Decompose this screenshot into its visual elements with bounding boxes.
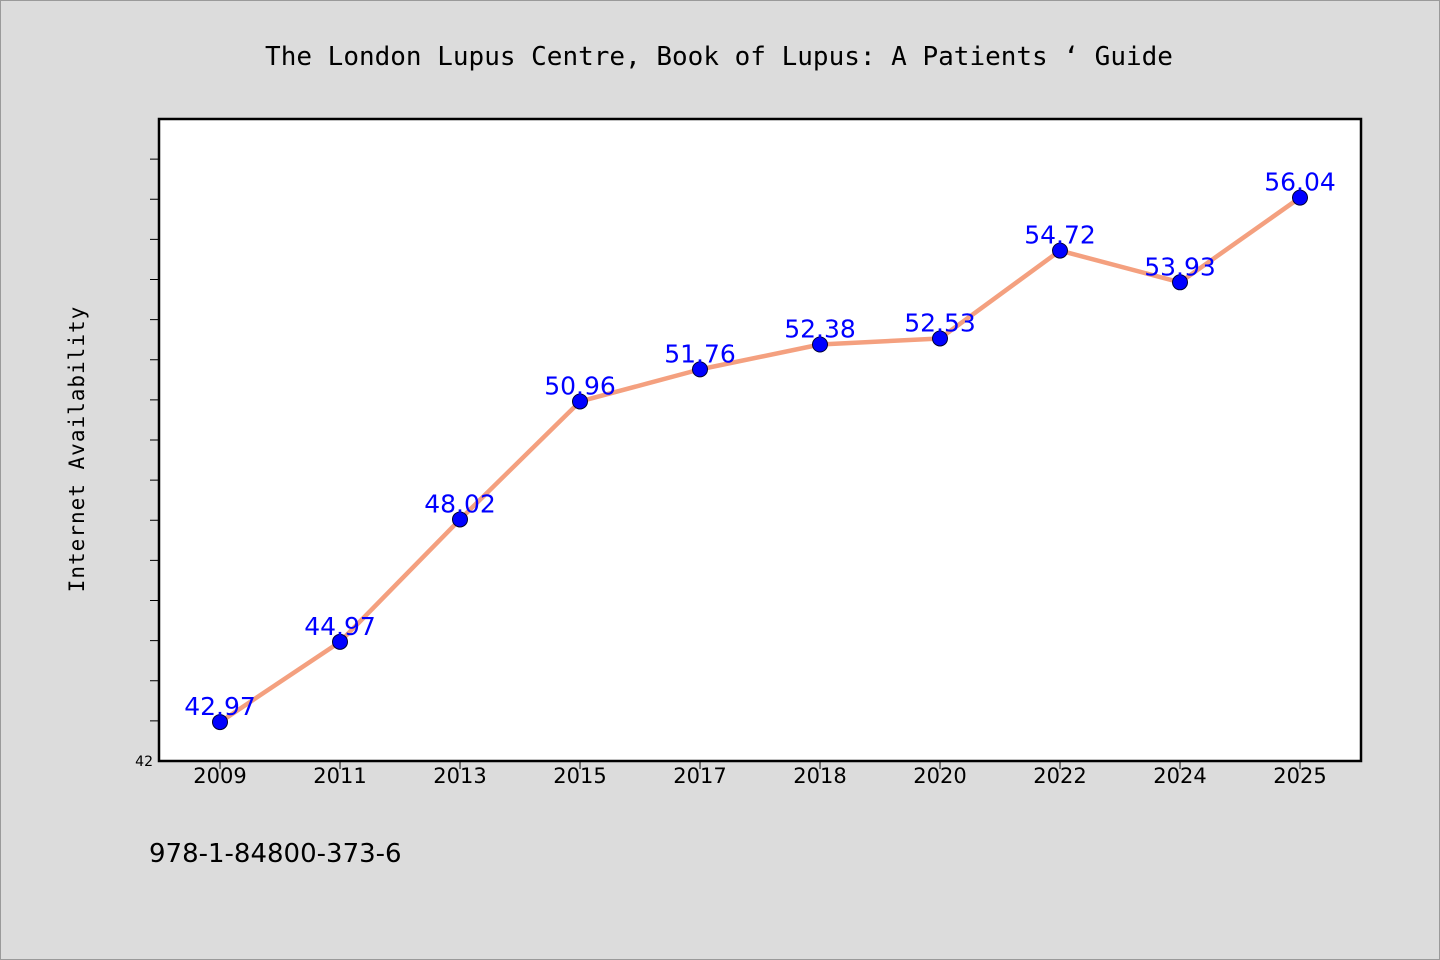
data-label: 44.97	[304, 612, 376, 641]
data-point	[452, 511, 468, 528]
x-tick-label: 2013	[433, 764, 486, 788]
x-tick-label: 2025	[1273, 764, 1326, 788]
x-tick-labels: 2009 2011 2013 2015 2017 2018 2020 2022 2024 2025	[193, 764, 1326, 788]
data-label: 52.38	[784, 315, 856, 344]
data-point	[1172, 274, 1188, 291]
x-tick-label: 2009	[193, 764, 246, 788]
data-label: 54.72	[1024, 221, 1096, 250]
data-label: 42.97	[184, 692, 256, 721]
data-label: 56.04	[1264, 168, 1336, 197]
x-tick-label: 2015	[553, 764, 606, 788]
data-point	[332, 633, 348, 650]
data-label: 50.96	[544, 371, 616, 400]
data-point	[212, 714, 228, 731]
x-tick-label: 2020	[913, 764, 966, 788]
data-point	[1292, 189, 1308, 206]
data-label: 48.02	[424, 489, 496, 518]
data-point	[932, 330, 948, 347]
x-tick-label: 2017	[673, 764, 726, 788]
y-axis-label: Internet Availability	[65, 306, 89, 593]
x-tick-label: 2018	[793, 764, 846, 788]
data-label: 52.53	[904, 308, 976, 337]
y-tick-label: 42	[135, 754, 153, 770]
x-tick-label: 2022	[1033, 764, 1086, 788]
data-point	[812, 336, 828, 353]
chart-title: The London Lupus Centre, Book of Lupus: …	[265, 42, 1173, 72]
x-tick-label: 2011	[313, 764, 366, 788]
plot-area	[157, 117, 1363, 763]
data-point	[692, 361, 708, 378]
series-line	[217, 195, 1303, 725]
isbn-text: 978-1-84800-373-6	[149, 839, 402, 869]
data-label: 51.76	[664, 339, 736, 368]
y-axis-ticks	[150, 158, 158, 722]
data-label: 53.93	[1144, 252, 1216, 281]
data-point	[1052, 242, 1068, 259]
x-axis-ticks	[219, 761, 1301, 769]
series-layer: 42.97 44.97 48.02 50.96 51.76 52.38 52.53 54.72…	[184, 168, 1336, 731]
data-point	[572, 393, 588, 410]
x-tick-label: 2024	[1153, 764, 1206, 788]
